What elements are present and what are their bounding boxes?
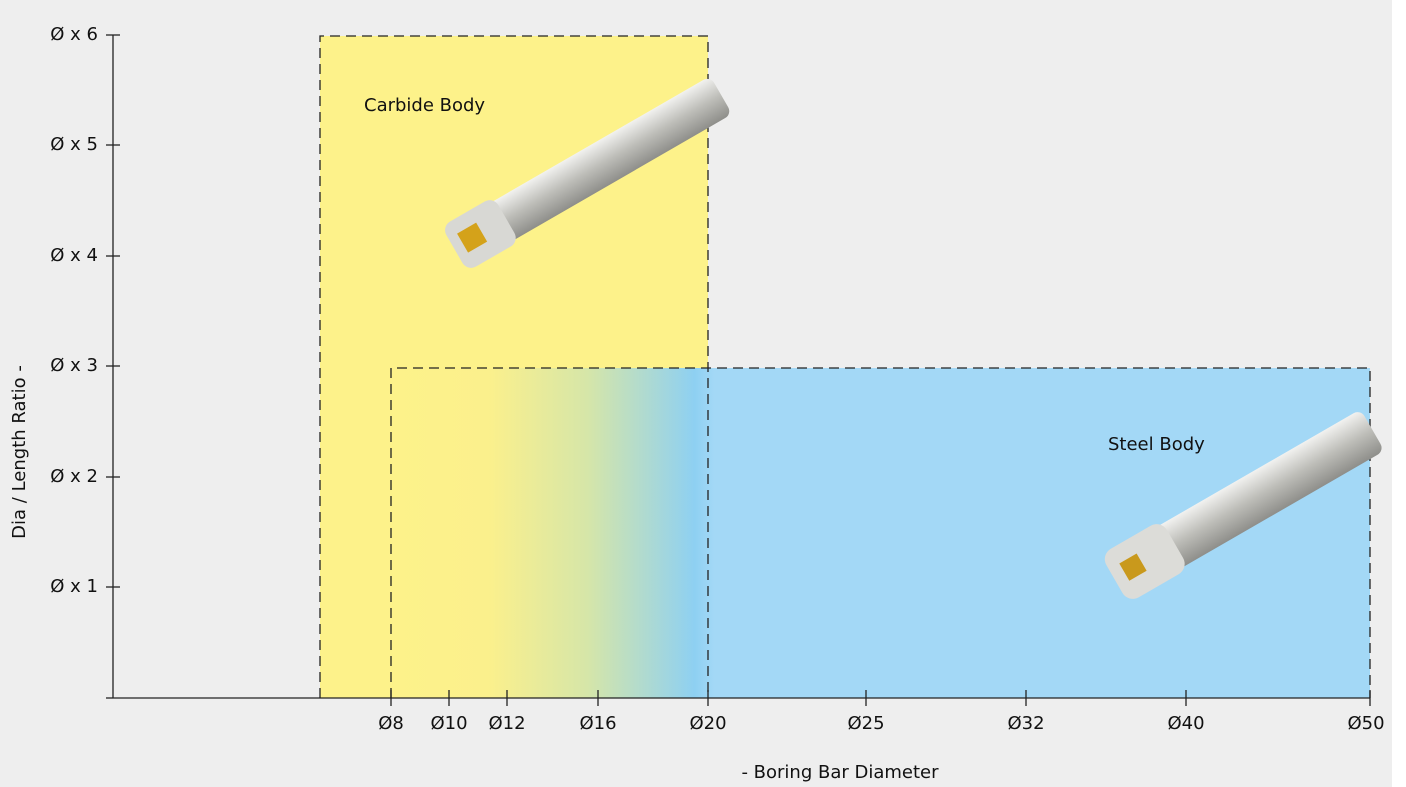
x-tick-label: Ø12 <box>488 713 525 734</box>
x-ticks: Ø8 Ø10 Ø12 Ø16 Ø20 Ø25 Ø32 Ø40 Ø50 <box>378 690 1385 734</box>
x-tick-label: Ø32 <box>1007 713 1044 734</box>
x-tick-label: Ø10 <box>430 713 467 734</box>
y-tick-label: Ø x 6 <box>50 24 98 45</box>
x-tick-label: Ø8 <box>378 713 404 734</box>
y-tick-label: Ø x 5 <box>50 134 98 155</box>
y-tick-label: Ø x 4 <box>50 245 98 266</box>
x-tick-label: Ø40 <box>1167 713 1204 734</box>
x-tick-label: Ø50 <box>1347 713 1384 734</box>
region-label: Carbide Body <box>364 95 485 116</box>
steel-tool-image <box>1104 412 1382 599</box>
y-tick-label: Ø x 2 <box>50 466 98 487</box>
y-tick-label: Ø x 1 <box>50 576 98 597</box>
carbide-outline <box>319 35 709 698</box>
y-tick-label: Ø x 3 <box>50 355 98 376</box>
x-tick-label: Ø16 <box>579 713 616 734</box>
y-ticks: Ø x 6 Ø x 5 Ø x 4 Ø x 3 Ø x 2 Ø x 1 <box>50 24 120 597</box>
x-tick-label: Ø20 <box>689 713 726 734</box>
x-axis-label: - Boring Bar Diameter <box>741 762 939 783</box>
steel-outline <box>390 367 1371 698</box>
region-label: Steel Body <box>1108 434 1205 455</box>
carbide-tool-image <box>445 78 730 268</box>
y-axis-label: Dia / Length Ratio - <box>9 365 30 539</box>
x-tick-label: Ø25 <box>847 713 884 734</box>
